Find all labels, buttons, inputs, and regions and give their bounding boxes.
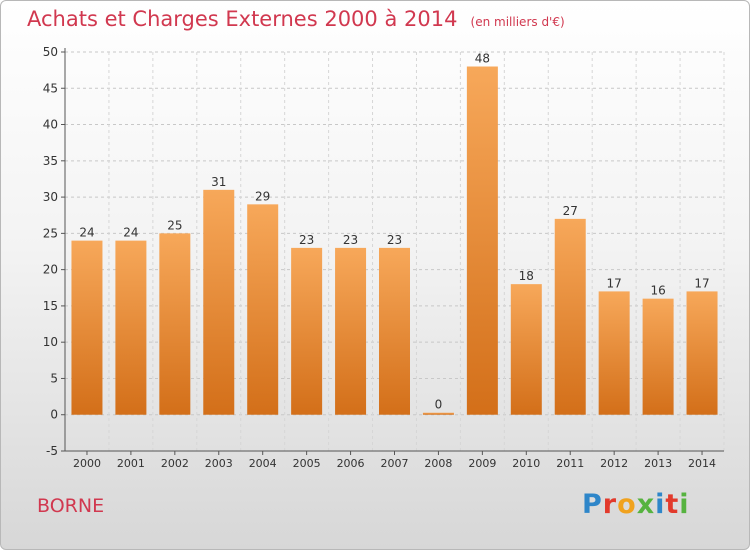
y-tick-label: 25 [43,226,58,240]
y-tick-label: 5 [50,371,58,385]
bar [598,291,630,415]
data-label: 24 [123,226,138,240]
chart-title: Achats et Charges Externes 2000 à 2014 (… [27,7,565,31]
x-tick-label: 2002 [161,457,189,470]
x-tick-label: 2006 [337,457,365,470]
axes [61,48,724,455]
x-tick-label: 2000 [73,457,101,470]
x-tick-label: 2008 [424,457,452,470]
x-tick-label: 2011 [556,457,584,470]
data-label: 23 [299,233,314,247]
y-tick-label: 35 [43,154,58,168]
y-tick-label: 50 [43,45,58,59]
y-tick-label: 40 [43,118,58,132]
bar [291,247,323,415]
bar [642,298,674,415]
data-label: 23 [343,233,358,247]
x-tick-label: 2005 [293,457,321,470]
data-label: 17 [607,276,622,290]
bar [466,66,498,415]
logo-letter: t [665,489,680,520]
data-label: 23 [387,233,402,247]
value-labels: 24 24 25 31 29 23 23 23 0 48 18 27 17 16 17 [79,52,709,412]
y-tick-label: 10 [43,335,58,349]
data-label: 29 [255,189,270,203]
logo-letter: r [602,489,618,520]
proxiti-logo[interactable]: Proxiti [582,489,690,520]
bar [247,204,279,415]
bar [510,284,542,415]
bar [203,189,235,415]
data-label: 16 [650,284,665,298]
x-tick-label: 2010 [512,457,540,470]
bar [554,218,586,415]
commune-name: BORNE [37,495,105,517]
chart-title-text: Achats et Charges Externes 2000 à 2014 [27,7,458,31]
logo-letter: x [636,489,656,520]
bar [686,291,718,415]
y-tick-label: 30 [43,190,58,204]
x-tick-label: 2007 [381,457,409,470]
data-label: 17 [694,276,709,290]
data-label: 48 [475,52,490,66]
data-label: 0 [435,398,443,412]
y-tick-label: 15 [43,299,58,313]
data-label: 31 [211,175,226,189]
logo-letter: P [582,489,603,520]
data-label: 25 [167,218,182,232]
x-tick-label: 2004 [249,457,277,470]
y-tick-label: 0 [50,408,58,422]
bar [115,240,147,415]
y-tick-label: -5 [46,444,58,458]
x-tick-labels: 2000 2001 2002 2003 2004 2005 2006 2007 2008 2009… [73,457,716,470]
x-tick-label: 2012 [600,457,628,470]
y-tick-label: 20 [43,263,58,277]
bar [335,247,367,415]
data-label: 27 [563,204,578,218]
bar [379,247,410,415]
y-tick-label: 45 [43,81,58,95]
logo-letter: o [617,489,637,520]
data-label: 24 [79,226,94,240]
y-tick-labels: -5 0 5 10 15 20 25 30 35 40 45 50 [43,45,58,458]
bar [422,412,454,415]
bars [71,66,718,415]
logo-letter: i [655,489,666,520]
data-label: 18 [519,269,534,283]
x-tick-label: 2009 [468,457,496,470]
x-tick-label: 2013 [644,457,672,470]
bar [159,233,191,415]
x-tick-label: 2014 [688,457,716,470]
bar [71,240,103,415]
logo-letter: i [679,489,690,520]
x-tick-label: 2003 [205,457,233,470]
chart-unit: (en milliers d'€) [470,15,565,29]
x-tick-label: 2001 [117,457,145,470]
